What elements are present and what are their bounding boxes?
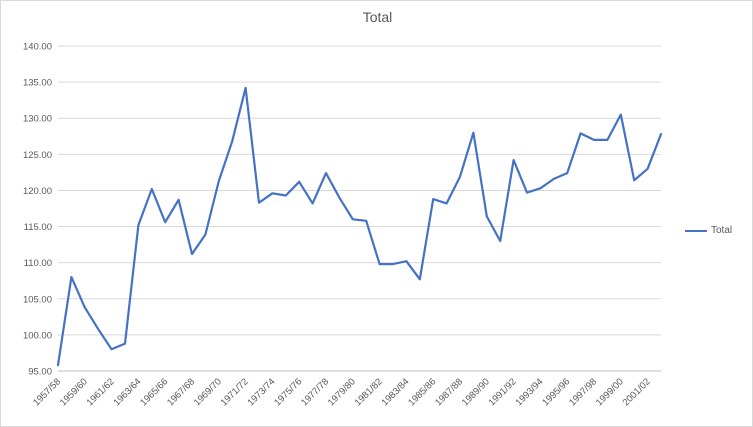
y-axis-tick-label: 110.00 (24, 258, 52, 269)
legend: Total (685, 225, 732, 236)
x-axis-tick-label: 1997/98 (567, 376, 599, 408)
x-axis-tick-label: 1979/80 (326, 376, 358, 408)
x-axis-tick-label: 1963/64 (111, 376, 143, 408)
x-axis-tick-label: 1967/68 (165, 376, 197, 408)
x-axis-tick-label: 1991/92 (487, 376, 519, 408)
x-axis-tick-label: 1987/88 (433, 376, 465, 408)
y-axis-tick-label: 115.00 (24, 222, 52, 233)
x-axis-tick-label: 1993/94 (513, 376, 545, 408)
y-axis-tick-label: 140.00 (23, 42, 52, 53)
x-axis-tick-label: 2001/02 (621, 376, 653, 408)
x-axis-tick-label: 1965/66 (138, 376, 170, 408)
x-axis-tick-label: 1985/86 (406, 376, 438, 408)
x-axis-tick-label: 1999/00 (594, 376, 626, 408)
y-axis-tick-label: 120.00 (23, 186, 52, 197)
series-line (56, 86, 663, 367)
x-axis-tick-label: 1973/74 (245, 376, 277, 408)
x-axis-tick-label: 1981/82 (353, 376, 385, 408)
y-axis-tick-label: 95.00 (28, 367, 52, 378)
x-axis-tick-label: 1971/72 (219, 376, 251, 408)
x-axis-tick-label: 1961/62 (85, 376, 117, 408)
x-axis-tick-label: 1977/78 (299, 376, 331, 408)
legend-label: Total (711, 225, 733, 236)
x-axis-tick-label: 1969/70 (192, 376, 224, 408)
chart-title: Total (362, 9, 393, 25)
x-axis-tick-label: 1959/60 (58, 376, 90, 408)
legend-line-marker (685, 229, 707, 232)
y-axis-tick-label: 135.00 (23, 78, 52, 89)
y-axis-tick-label: 130.00 (23, 114, 52, 125)
y-axis-tick-label: 105.00 (23, 294, 52, 305)
x-axis-tick-label: 1995/96 (540, 376, 572, 408)
y-axis-tick-label: 125.00 (23, 150, 52, 161)
x-axis-tick-label: 1983/84 (379, 376, 411, 408)
x-axis-tick-label: 1957/58 (31, 376, 63, 408)
y-axis-tick-label: 100.00 (23, 330, 52, 341)
x-axis-tick-label: 1989/90 (460, 376, 492, 408)
x-axis-tick-label: 1975/76 (272, 376, 304, 408)
